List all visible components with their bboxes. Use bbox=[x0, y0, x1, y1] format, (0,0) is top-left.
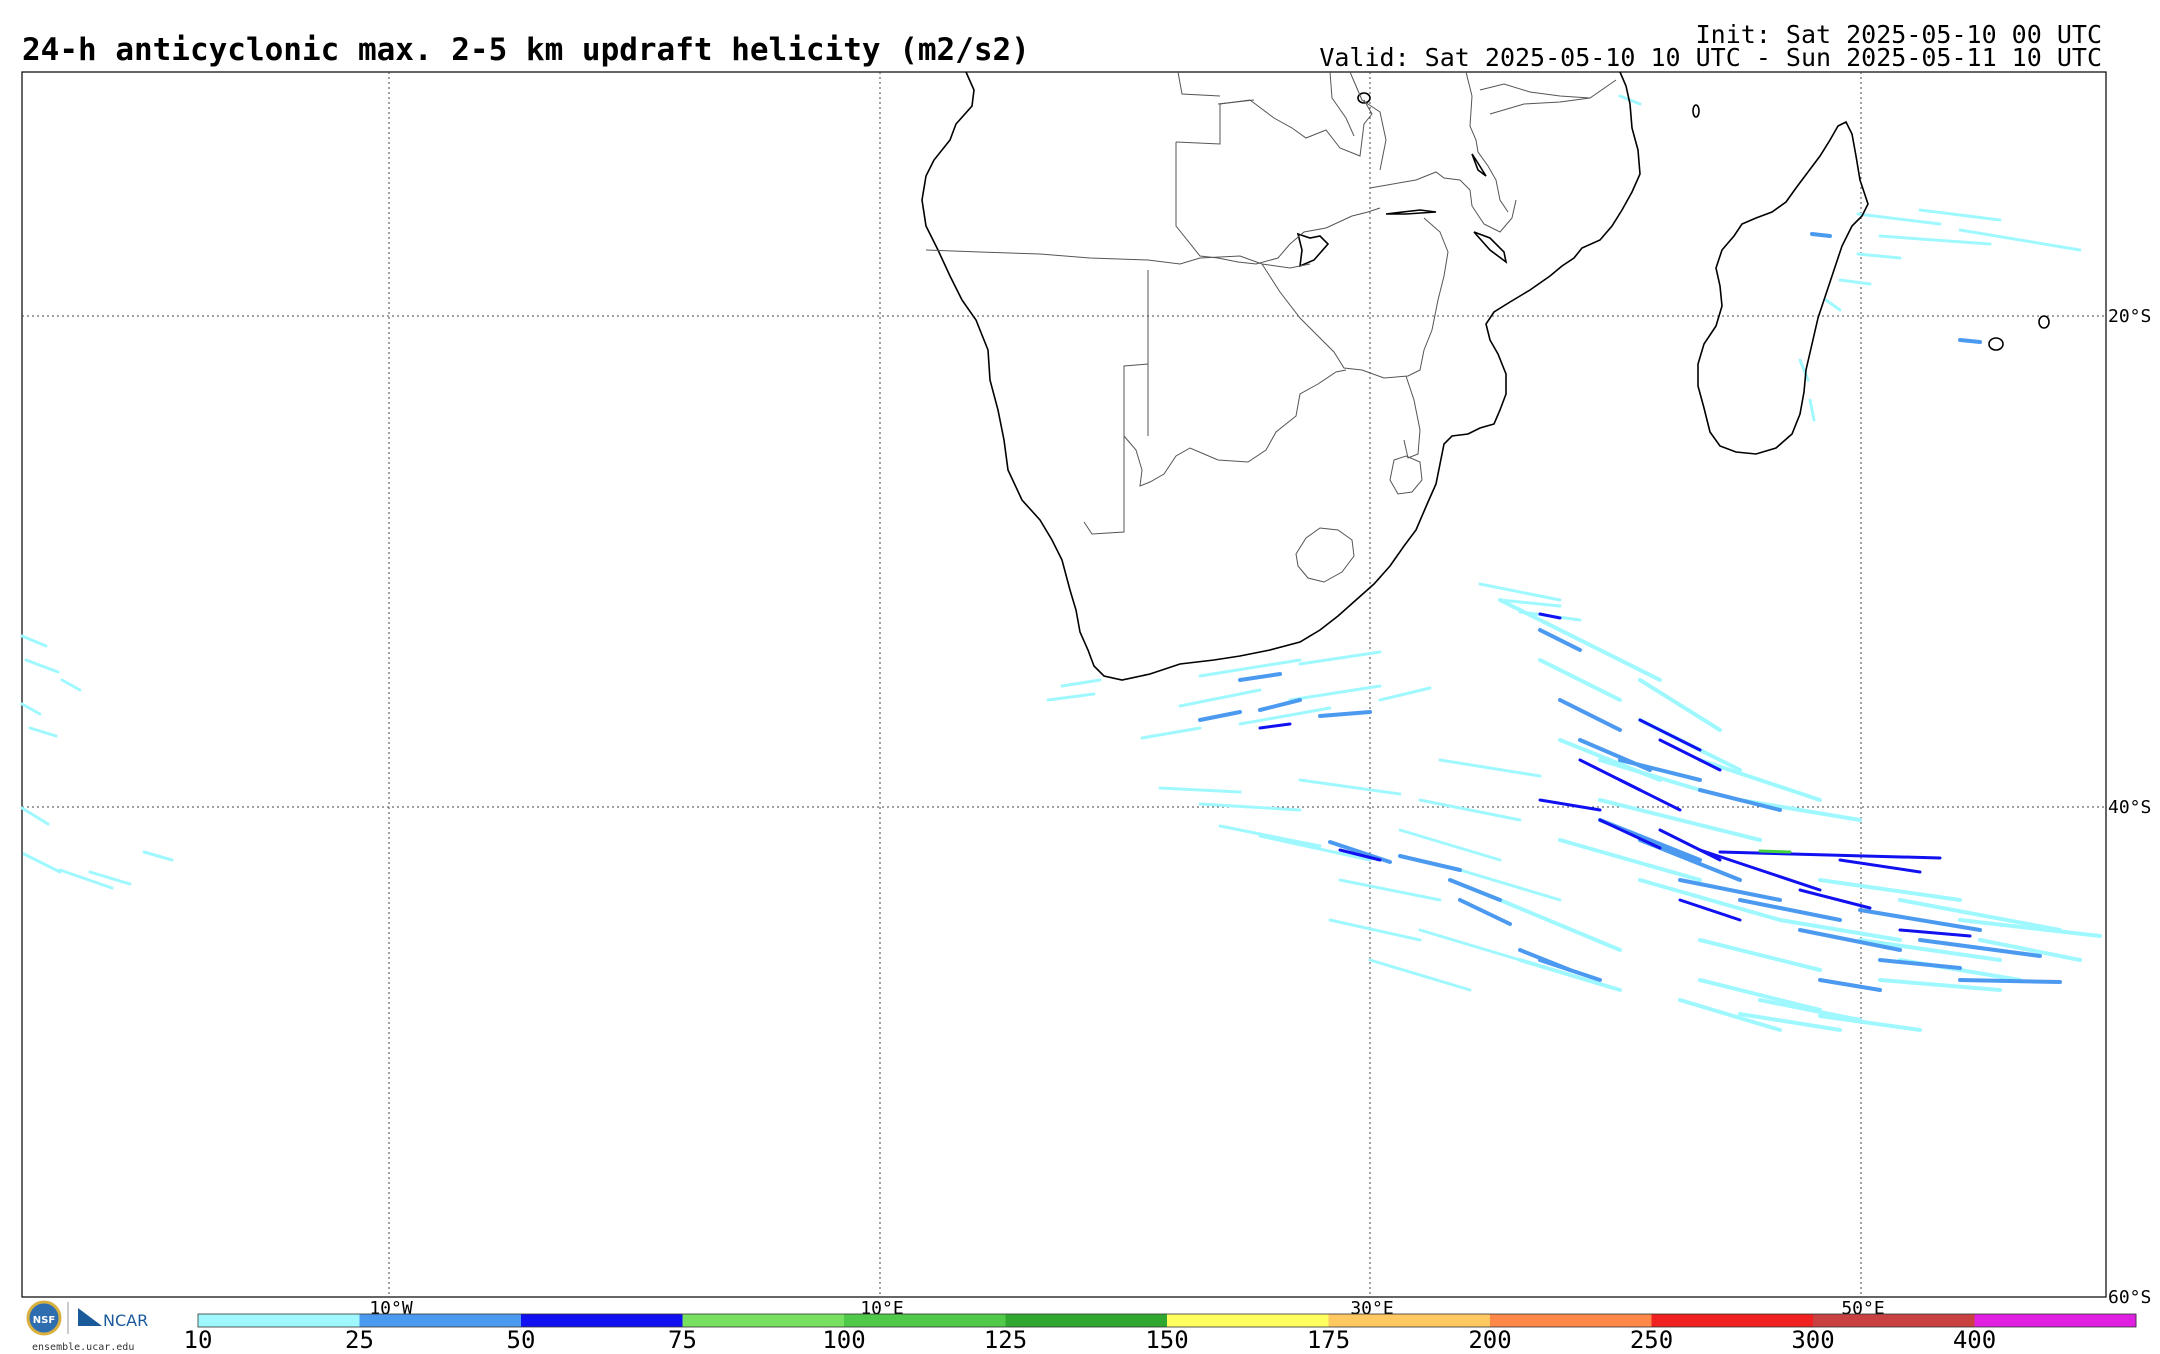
colorbar-segment bbox=[1813, 1314, 1975, 1327]
colorbar-segment bbox=[1167, 1314, 1329, 1327]
colorbar-tick-label: 25 bbox=[345, 1326, 374, 1354]
helicity-swath-medium bbox=[1198, 232, 2062, 992]
colorbar-segment bbox=[844, 1314, 1006, 1327]
colorbar-segment bbox=[1005, 1314, 1168, 1327]
eswatini-border bbox=[1389, 455, 1423, 495]
colorbar-tick-label: 10 bbox=[184, 1326, 213, 1354]
swath-west bbox=[20, 634, 174, 890]
zimbabwe-border bbox=[1261, 217, 1449, 379]
ncar-logo-icon bbox=[78, 1308, 102, 1326]
lat-label-60s: 60°S bbox=[2108, 1287, 2151, 1308]
island-comoros bbox=[1692, 104, 1700, 118]
colorbar-tick-label: 50 bbox=[507, 1326, 536, 1354]
coastlines bbox=[921, 71, 2050, 681]
colorbar-tick-label: 100 bbox=[822, 1326, 865, 1354]
helicity-swath-green bbox=[1758, 849, 1792, 854]
colorbar-tick-label: 150 bbox=[1145, 1326, 1188, 1354]
swath-southern-ocean bbox=[1498, 598, 2102, 1032]
angola-namibia-border bbox=[925, 249, 1311, 269]
map-title: 24-h anticyclonic max. 2-5 km updraft he… bbox=[22, 32, 1030, 68]
africa-coastline bbox=[921, 71, 1641, 681]
helicity-swath-dark bbox=[1258, 612, 1972, 938]
latitude-labels: 20°S 40°S 60°S bbox=[2108, 306, 2151, 1308]
namibia-botswana-border bbox=[1083, 270, 1149, 535]
colorbar-frame bbox=[197, 1313, 2137, 1328]
mozambique-border bbox=[1403, 375, 1421, 459]
lake-malawi bbox=[1471, 153, 1487, 177]
colorbar-segment bbox=[1328, 1314, 1491, 1327]
lat-label-40s: 40°S bbox=[2108, 797, 2151, 818]
colorbar-tick-label: 175 bbox=[1307, 1326, 1350, 1354]
nsf-logo-text: NSF bbox=[33, 1315, 55, 1326]
drc-border bbox=[1177, 71, 1355, 137]
colorbar-segment bbox=[198, 1314, 360, 1327]
colorbar: 10 25 50 75 100 125 150 175 200 250 300 400 bbox=[184, 1313, 2137, 1354]
colorbar-segment bbox=[1651, 1314, 1814, 1327]
swath-capetown bbox=[1046, 582, 1582, 992]
colorbar-tick-label: 200 bbox=[1468, 1326, 1511, 1354]
ncar-logo-text: NCAR bbox=[103, 1311, 148, 1330]
lake-kariba bbox=[1296, 232, 1330, 268]
lat-label-20s: 20°S bbox=[2108, 306, 2151, 327]
colorbar-segment bbox=[682, 1314, 845, 1327]
botswana-south-africa-border bbox=[1123, 369, 1347, 487]
graticule bbox=[22, 72, 2106, 1297]
country-borders bbox=[925, 71, 1617, 583]
lesotho-border bbox=[1295, 527, 1355, 583]
valid-time: Valid: Sat 2025-05-10 10 UTC - Sun 2025-… bbox=[1319, 43, 2102, 72]
colorbar-segment bbox=[521, 1314, 683, 1327]
ensemble-url: ensemble.ucar.edu bbox=[32, 1342, 134, 1353]
colorbar-tick-label: 75 bbox=[668, 1326, 697, 1354]
colorbar-tick-label: 400 bbox=[1953, 1326, 1996, 1354]
island-reunion bbox=[2038, 315, 2050, 329]
angola-drc-border bbox=[1217, 99, 1255, 105]
drc-lake-border bbox=[1349, 71, 1387, 171]
colorbar-segment bbox=[1974, 1314, 2137, 1327]
nsf-logo-icon bbox=[26, 1300, 62, 1336]
colorbar-tick-label: 125 bbox=[984, 1326, 1027, 1354]
moz-tanzania-border bbox=[1489, 79, 1617, 115]
helicity-swath-light bbox=[20, 94, 2102, 1032]
init-time: Init: Sat 2025-05-10 00 UTC bbox=[1695, 20, 2102, 49]
kenya-border bbox=[1479, 83, 1591, 99]
madagascar-coastline bbox=[1697, 120, 1869, 455]
island-lake bbox=[1357, 92, 1371, 104]
zambia-border bbox=[1175, 142, 1381, 265]
lake-cahora bbox=[1385, 209, 1437, 215]
colorbar-segment bbox=[359, 1314, 522, 1327]
colorbar-tick-label: 300 bbox=[1791, 1326, 1834, 1354]
colorbar-segment bbox=[1490, 1314, 1652, 1327]
island-mauritius bbox=[1988, 337, 2004, 351]
malawi-border bbox=[1465, 71, 1509, 213]
logo-group: NSF NCAR ensemble.ucar.edu bbox=[26, 1300, 148, 1353]
zambezi-delta bbox=[1473, 231, 1508, 264]
colorbar-tick-label: 250 bbox=[1630, 1326, 1673, 1354]
map-frame bbox=[21, 71, 2107, 1298]
swath-madagascar bbox=[1618, 94, 2082, 422]
tanzania-border bbox=[1369, 171, 1517, 233]
